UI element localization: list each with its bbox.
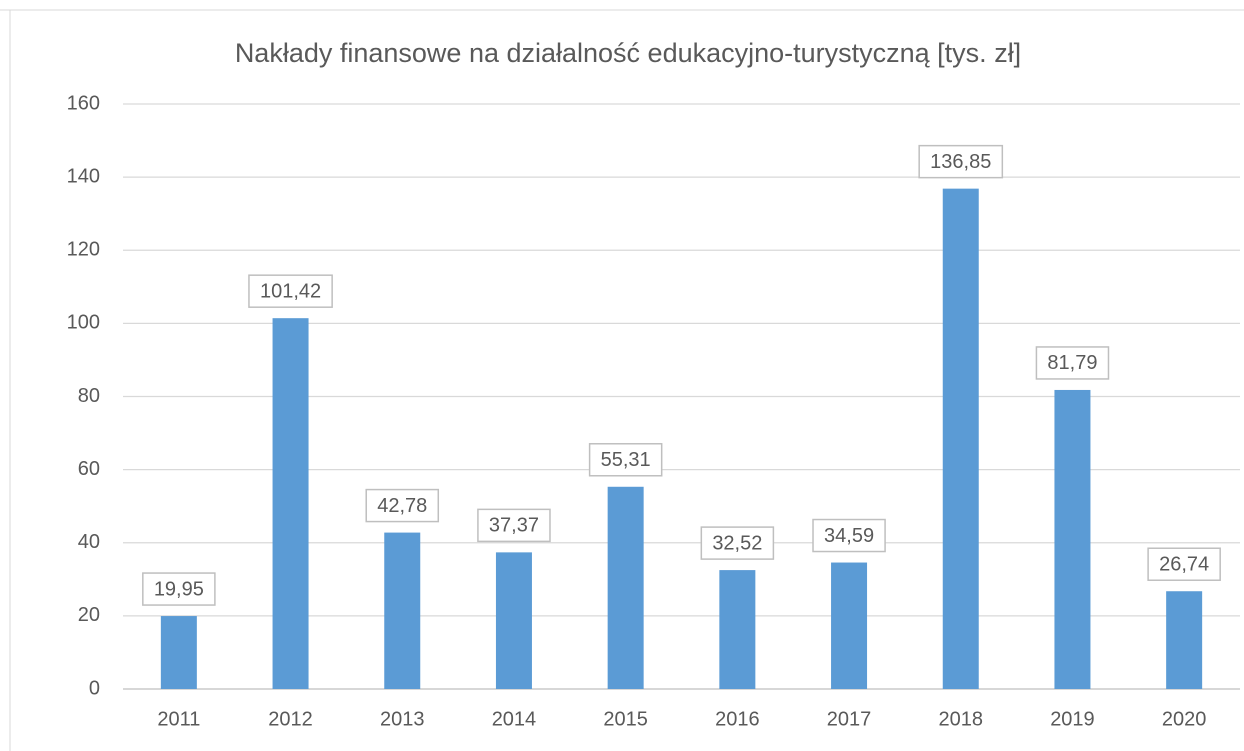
value-label-box — [918, 144, 1004, 179]
bar — [1054, 389, 1091, 689]
value-label: 101,42 — [260, 280, 321, 302]
bar — [1166, 591, 1203, 689]
x-tick-label: 2018 — [939, 708, 984, 730]
value-label-box — [142, 572, 216, 606]
bar — [831, 562, 868, 689]
y-tick-label: 80 — [78, 385, 100, 407]
x-tick-label: 2013 — [380, 708, 425, 730]
bar — [272, 318, 309, 689]
y-tick-label: 20 — [78, 604, 100, 626]
y-tick-label: 40 — [78, 531, 100, 553]
value-label: 26,74 — [1159, 554, 1209, 576]
y-tick-label: 100 — [67, 312, 100, 334]
value-label-box — [1035, 346, 1110, 380]
value-label: 34,59 — [824, 525, 874, 547]
value-label-box — [477, 508, 551, 543]
value-label-box — [700, 526, 775, 560]
x-tick-label: 2014 — [492, 708, 537, 730]
y-tick-label: 140 — [67, 165, 100, 187]
x-tick-label: 2016 — [715, 708, 760, 730]
value-label-box — [1147, 547, 1221, 581]
y-tick-label: 0 — [89, 677, 100, 699]
value-label-box — [588, 443, 663, 477]
value-label-box — [812, 518, 886, 553]
chart-title: Nakłady finansowe na działalność edukacy… — [235, 38, 1021, 68]
bar — [160, 616, 197, 689]
value-label: 136,85 — [930, 151, 991, 173]
y-tick-label: 160 — [67, 92, 100, 114]
x-tick-label: 2012 — [268, 708, 313, 730]
y-tick-label: 60 — [78, 458, 100, 480]
y-tick-label: 120 — [67, 239, 100, 261]
value-label: 81,79 — [1047, 352, 1097, 374]
value-label-box — [365, 488, 440, 523]
bar — [384, 532, 421, 689]
value-label: 55,31 — [601, 449, 651, 471]
x-tick-label: 2019 — [1050, 708, 1095, 730]
x-tick-label: 2015 — [603, 708, 648, 730]
value-label: 42,78 — [377, 495, 427, 517]
x-tick-label: 2020 — [1162, 708, 1207, 730]
value-label-box — [248, 274, 333, 308]
bar — [719, 570, 756, 689]
x-tick-label: 2017 — [827, 708, 872, 730]
bar — [607, 486, 644, 689]
bar — [942, 188, 979, 689]
value-label: 37,37 — [489, 515, 539, 537]
value-label: 32,52 — [712, 532, 762, 554]
bar — [495, 552, 532, 689]
x-tick-label: 2011 — [157, 708, 200, 730]
value-label: 19,95 — [154, 578, 204, 600]
